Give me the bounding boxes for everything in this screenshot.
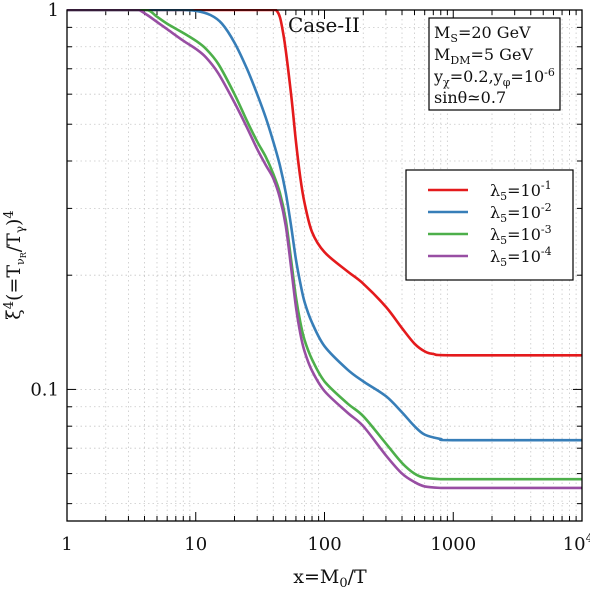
series-line-4: [67, 9, 582, 490]
plot-frame: [66, 9, 583, 522]
param-ms: MS=20 GeV: [434, 23, 531, 45]
legend-label: λ5=10-3: [490, 223, 552, 247]
case-label: Case-II: [288, 13, 360, 37]
y-tick-label: 0.1: [30, 379, 59, 400]
legend: λ5=10-1λ5=10-2λ5=10-3λ5=10-4: [405, 169, 574, 281]
x-axis-title: x=M0/T: [293, 566, 367, 590]
x-tick-label: 104: [563, 531, 590, 555]
legend-label: λ5=10-4: [490, 245, 552, 269]
param-yukawas: yχ=0.2,yφ=10-6: [433, 66, 555, 89]
series-line-2: [67, 9, 582, 442]
param-sintheta: sinθ≃0.7: [434, 88, 506, 107]
grid: [67, 10, 582, 521]
x-tick-label: 1000: [430, 534, 476, 555]
x-tick-label: 10: [184, 534, 207, 555]
series-lines: [67, 9, 582, 490]
legend-label: λ5=10-2: [490, 201, 552, 225]
parameter-box: MS=20 GeV MDM=5 GeV yχ=0.2,yφ=10-6 sinθ≃…: [428, 17, 561, 111]
legend-label: λ5=10-1: [490, 179, 552, 203]
x-tick-label: 100: [307, 534, 341, 555]
y-axis-title: ξ4(=TνR/Tγ)4: [2, 210, 28, 319]
tick-labels: 1 10 100 1000 104 1 0.1: [30, 0, 590, 555]
x-tick-label: 1: [61, 534, 72, 555]
param-mdm: MDM=5 GeV: [434, 45, 533, 67]
y-tick-label: 1: [48, 0, 59, 21]
